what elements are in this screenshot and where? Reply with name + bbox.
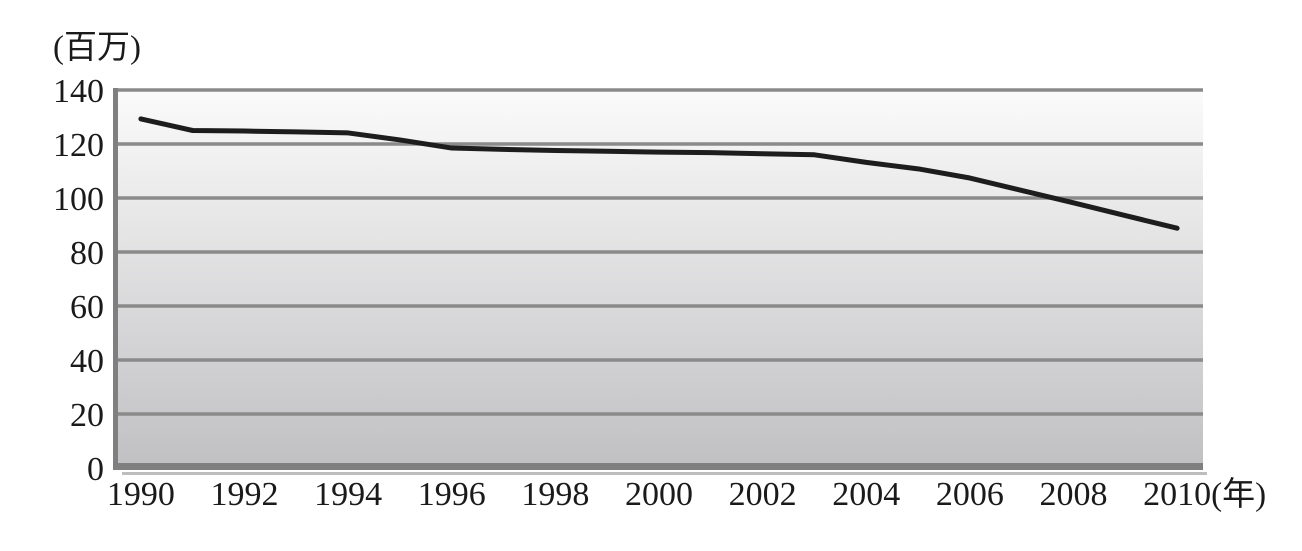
- plot-area: [115, 90, 1203, 468]
- y-axis-tick-label: 140: [53, 73, 104, 110]
- y-axis-tick-labels: 0 20 40 60 80 100 120 140: [53, 73, 104, 488]
- x-axis-tick-label: 1992: [211, 476, 279, 513]
- x-axis-tick-label: 2002: [729, 476, 797, 513]
- x-axis-tick-label: 1994: [314, 476, 382, 513]
- gridlines: [115, 88, 1203, 416]
- x-axis-tick-label: 1998: [521, 476, 589, 513]
- y-axis-tick-label: 60: [70, 289, 104, 326]
- y-axis-tick-label: 0: [87, 451, 104, 488]
- x-axis-tick-label: 2006: [936, 476, 1004, 513]
- x-axis-tick-label: 2000: [625, 476, 693, 513]
- x-axis-unit-label: (年): [1211, 476, 1266, 513]
- y-axis-tick-label: 80: [70, 235, 104, 272]
- y-axis-tick-label: 40: [70, 343, 104, 380]
- x-axis-tick-label: 2004: [832, 476, 900, 513]
- x-axis-tick-label: 1996: [418, 476, 486, 513]
- x-axis-tick-label: 1990: [107, 476, 175, 513]
- y-axis-tick-label: 100: [53, 181, 104, 218]
- y-axis-unit-label: (百万): [53, 30, 141, 66]
- x-axis-tick-label: 2008: [1039, 476, 1107, 513]
- x-axis-tick-labels: 1990 1992 1994 1996 1998 2000 2002 2004 2006 2008…: [107, 476, 1211, 513]
- data-series-line: [138, 116, 1180, 231]
- y-axis-tick-label: 20: [70, 397, 104, 434]
- y-axis-tick-label: 120: [53, 127, 104, 164]
- x-axis-tick-label: 2010: [1143, 476, 1211, 513]
